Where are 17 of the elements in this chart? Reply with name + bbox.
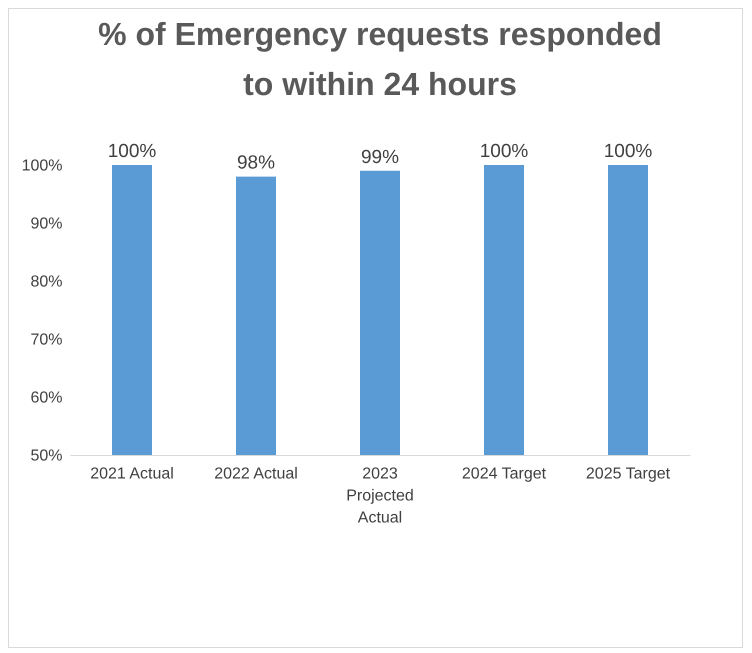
y-tick-label: 50% <box>30 448 62 464</box>
x-tick-label: 2022 Actual <box>214 466 298 482</box>
x-tick-label: 2023 Projected Actual <box>346 466 414 526</box>
y-tick-label: 80% <box>30 274 62 290</box>
x-tick-label: 2025 Target <box>586 466 671 482</box>
y-tick-label: 60% <box>30 390 62 406</box>
y-tick-label: 100% <box>22 158 62 174</box>
data-label: 100% <box>108 141 156 162</box>
x-tick-label: 2024 Target <box>462 466 547 482</box>
chart-title: % of Emergency requests responded to within 24 hours <box>98 16 662 102</box>
data-label: 99% <box>360 146 400 168</box>
x-tick-label: 2021 Actual <box>90 466 174 482</box>
data-label: 100% <box>604 141 652 162</box>
y-tick-label: 90% <box>30 216 62 232</box>
data-label: 98% <box>236 152 276 174</box>
data-label: 100% <box>480 141 528 162</box>
y-tick-label: 70% <box>30 332 62 348</box>
